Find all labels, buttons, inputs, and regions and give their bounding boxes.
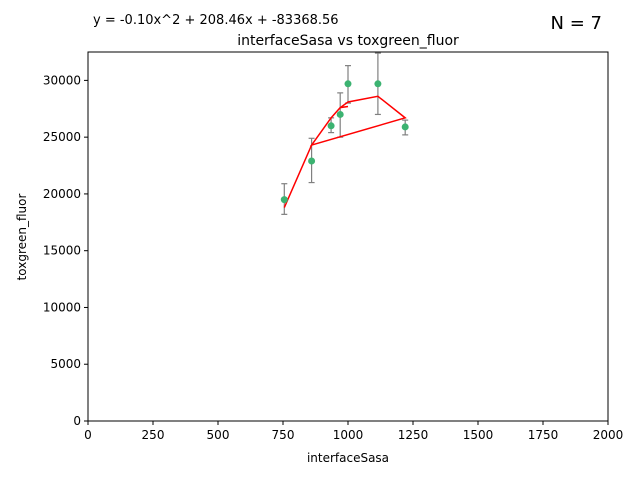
x-tick-label-8: 2000 bbox=[593, 428, 624, 442]
fit-line bbox=[283, 95, 407, 208]
y-tick-label-1: 5000 bbox=[50, 357, 81, 371]
y-tick-label-2: 10000 bbox=[43, 300, 81, 314]
data-point-0 bbox=[280, 196, 288, 204]
x-tick-label-4: 1000 bbox=[333, 428, 364, 442]
x-tick-label-7: 1750 bbox=[528, 428, 559, 442]
x-tick-label-3: 750 bbox=[272, 428, 295, 442]
y-tick-label-6: 30000 bbox=[43, 73, 81, 87]
data-point-3 bbox=[336, 110, 344, 118]
data-point-2 bbox=[327, 122, 335, 130]
axes-frame bbox=[87, 51, 609, 422]
chart-title: interfaceSasa vs toxgreen_fluor bbox=[237, 33, 459, 49]
fit-equation: y = -0.10x^2 + 208.46x + -83368.56 bbox=[93, 13, 339, 28]
sample-count: N = 7 bbox=[550, 13, 602, 34]
x-tick-label-2: 500 bbox=[207, 428, 230, 442]
x-tick-label-5: 1250 bbox=[398, 428, 429, 442]
y-tick-label-3: 15000 bbox=[43, 244, 81, 258]
x-tick-label-1: 250 bbox=[142, 428, 165, 442]
y-axis-label: toxgreen_fluor bbox=[15, 194, 29, 281]
plot-area: 0 250 500 750 1000 1250 1500 1750 20000500010000… bbox=[43, 51, 624, 442]
data-point-4 bbox=[344, 80, 352, 88]
y-tick-label-4: 20000 bbox=[43, 187, 81, 201]
x-tick-label-6: 1500 bbox=[463, 428, 494, 442]
x-axis-label: interfaceSasa bbox=[307, 451, 389, 465]
data-point-6 bbox=[401, 123, 409, 131]
data-point-5 bbox=[374, 80, 382, 88]
y-tick-label-0: 0 bbox=[73, 414, 81, 428]
x-tick-label-0: 0 bbox=[84, 428, 92, 442]
data-point-1 bbox=[308, 157, 316, 165]
y-tick-label-5: 25000 bbox=[43, 130, 81, 144]
